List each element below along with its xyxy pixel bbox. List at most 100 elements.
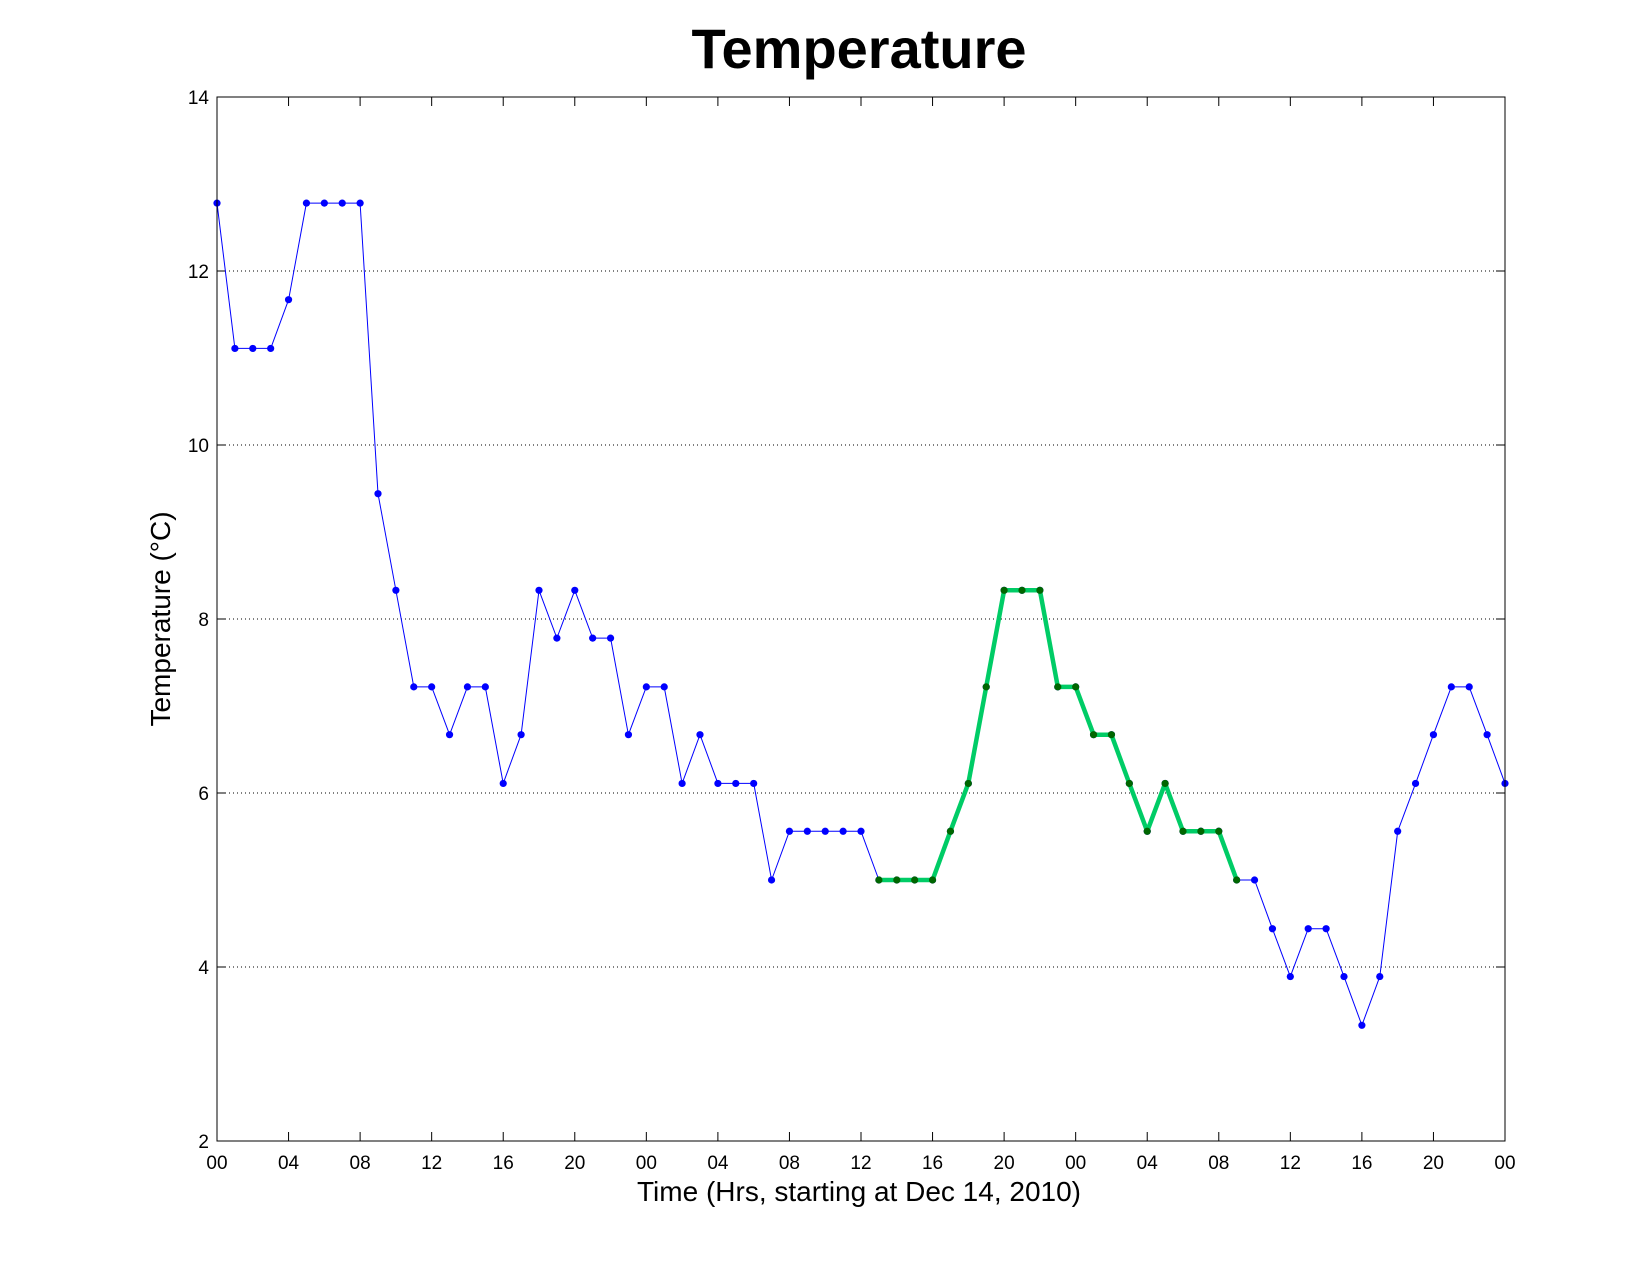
data-point xyxy=(785,827,794,835)
x-tick-label: 00 xyxy=(1494,1153,1515,1174)
data-point xyxy=(1304,925,1312,933)
data-point xyxy=(302,199,311,207)
data-series xyxy=(213,199,1509,1029)
data-point xyxy=(1250,876,1259,884)
y-tick-labels: 2 4 6 8 10 12 14 xyxy=(188,88,210,1153)
data-point xyxy=(463,683,472,691)
y-tick-label: 14 xyxy=(188,88,210,109)
data-point xyxy=(589,634,597,642)
data-point xyxy=(1322,925,1330,933)
data-point xyxy=(1000,586,1008,594)
y-tick-label: 6 xyxy=(198,784,209,805)
data-point xyxy=(642,683,650,691)
x-tick-label: 20 xyxy=(564,1153,585,1174)
data-point xyxy=(1054,683,1062,691)
y-tick-label: 4 xyxy=(198,958,209,979)
y-tick-label: 10 xyxy=(188,436,209,457)
data-point xyxy=(696,731,704,739)
series-line-2 xyxy=(878,588,1239,883)
data-point xyxy=(231,344,239,353)
data-point xyxy=(857,827,865,835)
x-tick-label: 00 xyxy=(206,1153,227,1174)
x-tick-label: 12 xyxy=(850,1153,871,1174)
data-point xyxy=(445,731,454,739)
x-tick-label: 04 xyxy=(278,1153,300,1174)
data-point xyxy=(267,344,275,353)
data-point xyxy=(1429,731,1438,739)
data-point xyxy=(732,779,740,788)
x-tick-label: 12 xyxy=(1280,1153,1301,1174)
data-point xyxy=(517,731,525,739)
data-point xyxy=(946,827,955,835)
data-point xyxy=(428,683,436,691)
grid-lines xyxy=(217,270,1505,968)
data-point xyxy=(964,779,972,788)
axes-box xyxy=(216,96,1506,1142)
y-tick-label: 12 xyxy=(188,262,209,283)
x-tick-label: 08 xyxy=(1208,1153,1229,1174)
data-point xyxy=(911,876,919,884)
x-axis-label: Time (Hrs, starting at Dec 14, 2010) xyxy=(637,1176,1081,1207)
data-point xyxy=(571,586,579,594)
data-point xyxy=(1286,972,1294,981)
data-point xyxy=(1394,827,1402,835)
x-tick-label: 16 xyxy=(922,1153,943,1174)
data-point xyxy=(249,344,257,353)
x-tick-label: 12 xyxy=(421,1153,442,1174)
chart-title: Temperature xyxy=(691,17,1026,80)
x-tick-label: 16 xyxy=(493,1153,514,1174)
data-point xyxy=(875,876,883,884)
data-point xyxy=(982,683,990,691)
data-point xyxy=(374,490,382,498)
data-point xyxy=(660,683,668,691)
data-point xyxy=(1179,827,1187,835)
y-tick-label: 8 xyxy=(198,610,209,631)
x-tick-label: 04 xyxy=(707,1153,729,1174)
data-point xyxy=(1233,876,1241,884)
data-point xyxy=(410,683,418,691)
data-point xyxy=(893,876,901,884)
data-point xyxy=(624,731,633,739)
data-point xyxy=(1018,586,1026,594)
data-point xyxy=(481,683,489,691)
x-tick-label: 04 xyxy=(1137,1153,1159,1174)
data-point xyxy=(928,876,937,884)
x-tick-label: 00 xyxy=(1065,1153,1086,1174)
data-point xyxy=(821,827,829,835)
data-point xyxy=(1125,779,1133,788)
y-tick-label: 2 xyxy=(198,1132,209,1153)
data-point xyxy=(1483,731,1491,739)
data-point xyxy=(1089,731,1098,739)
x-tick-label: 16 xyxy=(1351,1153,1372,1174)
x-tick-label: 08 xyxy=(779,1153,800,1174)
series-line-1 xyxy=(216,202,1506,1026)
data-point xyxy=(1340,972,1348,981)
data-point xyxy=(1215,827,1223,835)
data-point xyxy=(1268,925,1277,933)
x-tick-label: 00 xyxy=(636,1153,657,1174)
data-point xyxy=(714,779,722,788)
data-point xyxy=(338,199,346,207)
data-point xyxy=(1161,779,1169,788)
data-point xyxy=(678,779,686,788)
data-point xyxy=(803,827,811,835)
data-point xyxy=(750,779,758,788)
data-point xyxy=(320,199,328,207)
data-point xyxy=(767,876,776,884)
x-tick-label: 20 xyxy=(994,1153,1015,1174)
data-point xyxy=(606,634,615,642)
data-point xyxy=(356,199,364,207)
data-point xyxy=(1072,683,1080,691)
data-point xyxy=(1465,683,1473,691)
data-point xyxy=(499,779,507,788)
data-point xyxy=(1411,779,1420,788)
data-point xyxy=(1376,972,1384,981)
x-tick-label: 20 xyxy=(1423,1153,1444,1174)
data-point xyxy=(1447,683,1455,691)
y-axis-label: Temperature (°C) xyxy=(145,511,176,726)
data-point xyxy=(1036,586,1044,594)
data-point xyxy=(392,586,400,594)
data-point xyxy=(553,634,561,642)
x-tick-label: 08 xyxy=(350,1153,371,1174)
